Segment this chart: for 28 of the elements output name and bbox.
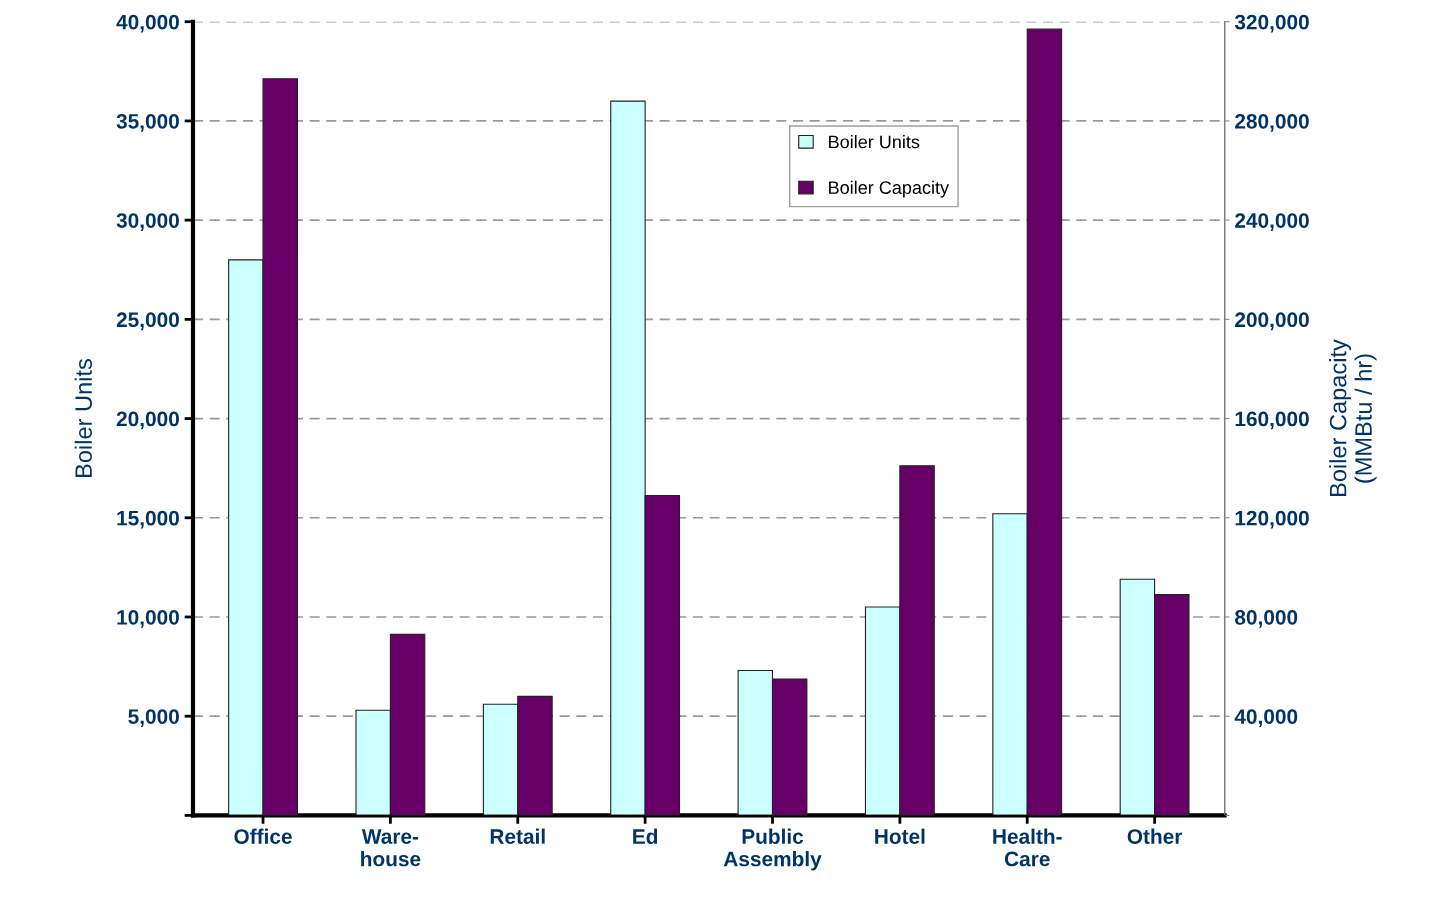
x-tick-label: Ed xyxy=(633,828,658,844)
legend-label: Boiler Units xyxy=(829,135,920,149)
y2-tick-label: 80,000 xyxy=(1235,609,1298,628)
y2-tick-label: 120,000 xyxy=(1235,510,1309,529)
y-tick-label: 10,000 xyxy=(117,609,179,628)
x-tick-label: Ware- house xyxy=(361,829,421,867)
y-tick-label: 20,000 xyxy=(116,411,179,430)
y-tick-label: 15,000 xyxy=(117,510,179,529)
y-tick-label: 30,000 xyxy=(116,213,179,231)
x-tick-label: Health- Care xyxy=(993,828,1062,867)
x-tick-label: Public Assembly xyxy=(723,828,822,871)
x-tick-label: Other xyxy=(1127,828,1183,844)
x-tick-label: Hotel xyxy=(875,828,925,844)
y2-tick-label: 240,000 xyxy=(1235,213,1309,231)
y-tick-label: 25,000 xyxy=(116,312,179,331)
y2-tick-label: 200,000 xyxy=(1235,312,1309,331)
y2-tick-label: 320,000 xyxy=(1234,14,1309,33)
y-tick-label: 5,000 xyxy=(128,709,179,727)
y-tick-label: 40,000 xyxy=(116,14,179,33)
legend-label: Boiler Capacity xyxy=(829,180,949,198)
x-tick-label: Office xyxy=(234,828,292,844)
x-tick-label: Retail xyxy=(490,828,545,844)
y2-axis-title: Boiler Capacity (MMBtu / hr) xyxy=(1329,339,1377,497)
y-axis-title: Boiler Units xyxy=(74,359,92,477)
y-tick-label: 35,000 xyxy=(116,113,179,132)
y2-tick-label: 40,000 xyxy=(1234,709,1298,727)
y2-tick-label: 160,000 xyxy=(1235,411,1309,430)
y2-tick-label: 280,000 xyxy=(1235,113,1309,132)
